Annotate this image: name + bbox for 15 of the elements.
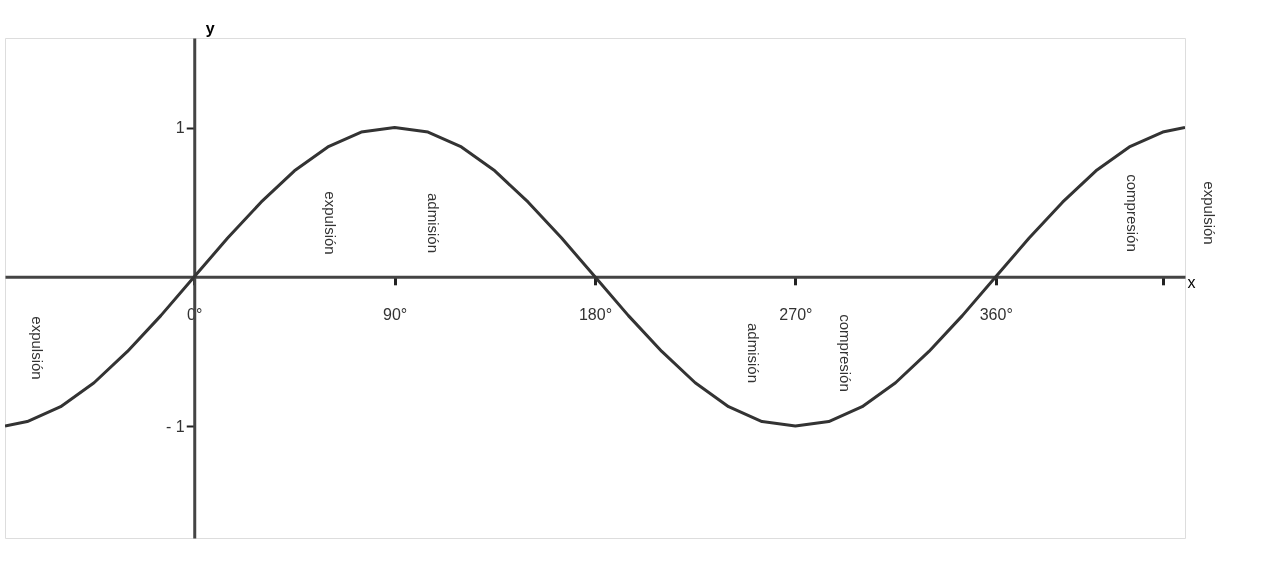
y-tick-label: - 1	[166, 417, 185, 435]
text: expulsión	[1200, 181, 1218, 245]
annotation: admisión	[745, 322, 763, 384]
annotation: compresión	[1123, 174, 1141, 252]
x-tick-label: 180°	[578, 306, 613, 324]
y-axis-title: y	[205, 19, 215, 37]
annotation: expulsión	[28, 316, 46, 380]
x-tick-label: 270°	[779, 306, 813, 324]
y-tick-label: 1	[175, 119, 185, 137]
x-tick-label: 90°	[383, 306, 408, 324]
annotation: compresión	[837, 314, 855, 392]
x-axis-title: x	[1187, 274, 1196, 292]
annotation: expulsión	[321, 191, 339, 255]
annotation: admisión	[425, 192, 443, 254]
x-tick-label: 360°	[979, 306, 1013, 324]
